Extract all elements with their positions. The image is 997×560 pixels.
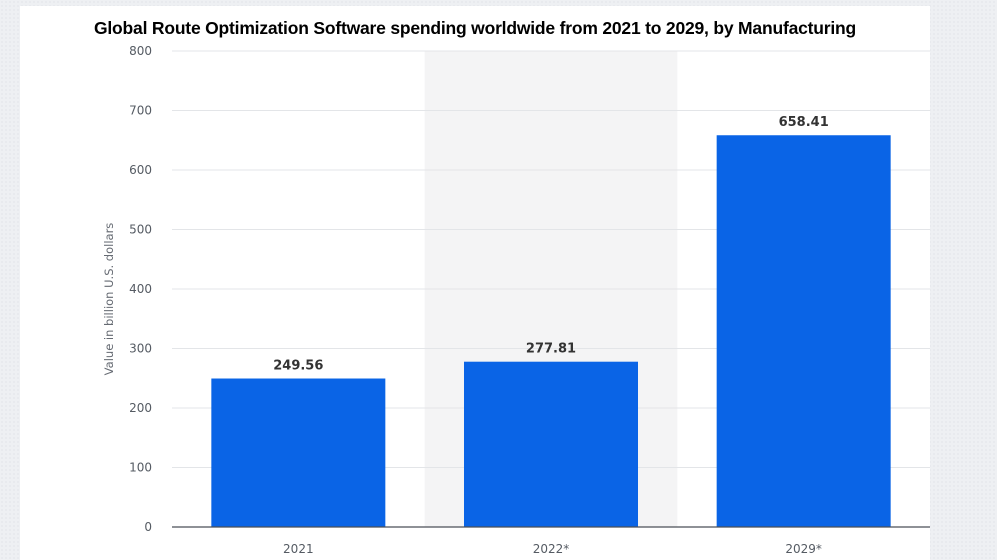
y-tick-label: 200: [129, 401, 152, 415]
data-label: 277.81: [526, 342, 576, 357]
y-tick-label: 500: [129, 223, 152, 237]
chart-card: Global Route Optimization Software spend…: [20, 6, 930, 560]
y-tick-label: 400: [129, 282, 152, 296]
x-axis-ticks: 2021 2022* 2029*: [283, 542, 822, 556]
y-axis-ticks: 0 100 200 300 400 500 600 700 800: [129, 44, 152, 534]
x-tick-label: 2021: [283, 542, 314, 556]
y-tick-label: 600: [129, 163, 152, 177]
data-labels: 249.56 277.81 658.41: [273, 115, 829, 373]
y-tick-label: 300: [129, 342, 152, 356]
data-label: 658.41: [779, 115, 829, 130]
y-tick-label: 0: [144, 520, 152, 534]
bar-2029[interactable]: [716, 135, 891, 528]
y-tick-label: 700: [129, 104, 152, 118]
bar-2021[interactable]: [211, 378, 386, 527]
y-tick-label: 100: [129, 461, 152, 475]
x-tick-label: 2029*: [785, 542, 822, 556]
bar-chart: 0 100 200 300 400 500 600 700 800 Value in billi…: [102, 44, 930, 556]
x-tick-label: 2022*: [533, 542, 570, 556]
bar-2022[interactable]: [464, 361, 638, 527]
data-label: 249.56: [273, 359, 323, 374]
chart-title: Global Route Optimization Software spend…: [93, 18, 857, 38]
y-tick-label: 800: [129, 44, 152, 58]
bars: [211, 135, 891, 528]
y-axis-label: Value in billion U.S. dollars: [102, 223, 116, 376]
